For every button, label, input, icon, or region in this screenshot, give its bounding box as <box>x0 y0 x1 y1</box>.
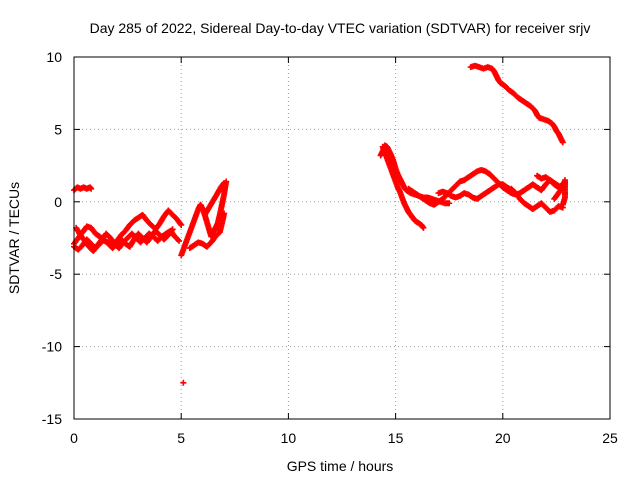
y-tick-label: -10 <box>42 339 62 355</box>
x-tick-label: 15 <box>388 430 404 446</box>
x-tick-label: 0 <box>70 430 78 446</box>
data-point-arc-morning-c <box>168 227 175 234</box>
data-point-arc-evening-c <box>559 201 566 208</box>
y-tick-label: 0 <box>54 194 62 210</box>
y-tick-label: 10 <box>46 49 62 65</box>
data-point-arc-midday-mid <box>220 181 227 188</box>
y-axis-label: SDTVAR / TECUs <box>6 182 22 294</box>
data-point-arc-morning-c <box>169 226 176 233</box>
data-point-arc-midday-mid <box>221 179 228 186</box>
data-point-arc-morning-a <box>178 221 185 228</box>
data-point-arc-midday-low <box>221 210 228 217</box>
chart-title: Day 285 of 2022, Sidereal Day-to-day VTE… <box>90 20 591 36</box>
x-tick-label: 20 <box>495 430 511 446</box>
data-point-arc-morning-b <box>176 237 183 244</box>
data-point-arc-early-top <box>88 185 95 192</box>
y-tick-label: 5 <box>54 121 62 137</box>
data-point-arc-morning-b <box>174 236 181 243</box>
x-tick-label: 5 <box>177 430 185 446</box>
x-tick-label: 10 <box>281 430 297 446</box>
data-point-arc-late-high <box>559 139 566 146</box>
data-points <box>71 62 568 386</box>
data-point-outlier <box>180 379 187 386</box>
y-tick-label: -5 <box>50 266 63 282</box>
data-point-arc-afternoon-a <box>420 224 427 231</box>
grid-lines <box>74 57 610 419</box>
data-point-arc-morning-a <box>177 220 184 227</box>
x-tick-label: 25 <box>602 430 618 446</box>
data-point-arc-afternoon-b <box>446 200 453 207</box>
axis-ticks: 0 5 10 15 20 25 -15 -10 -5 0 5 10 <box>42 49 618 446</box>
x-axis-label: GPS time / hours <box>287 458 394 474</box>
y-tick-label: -15 <box>42 411 62 427</box>
plot-frame <box>73 56 611 420</box>
